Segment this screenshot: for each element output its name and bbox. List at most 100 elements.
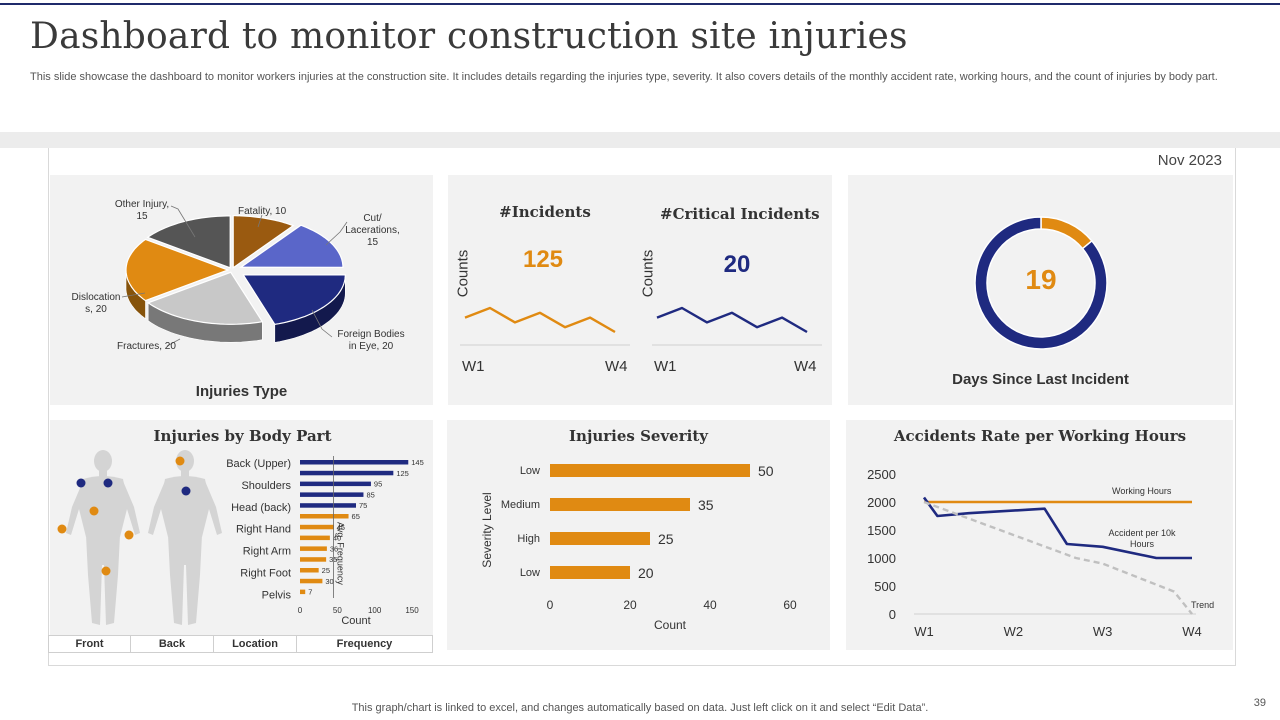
- body-bar-2: [300, 481, 371, 487]
- pie-slice-cut-lacerations: [239, 224, 344, 268]
- pie-label-fractures: Fractures, 20: [117, 341, 176, 352]
- incidents-x-end: W4: [605, 358, 628, 375]
- report-date: Nov 2023: [1157, 152, 1222, 169]
- body-bar-value-4: 75: [359, 501, 367, 510]
- body-bar-value-8: 36: [330, 544, 338, 553]
- severity-xlabel: Count: [654, 618, 687, 632]
- severity-value-1: 35: [698, 497, 714, 513]
- pie-label-cuts: Cut/ Lacerations, 15: [345, 213, 400, 248]
- severity-category-0: Low: [520, 465, 540, 477]
- top-accent-line: [0, 3, 1280, 5]
- body-bar-5: [300, 514, 349, 519]
- injuries-type-title: Injuries Type: [195, 383, 288, 400]
- body-bar-value-1: 125: [396, 469, 409, 478]
- body-marker-7: [181, 486, 191, 496]
- injuries-type-pie[interactable]: [50, 175, 433, 405]
- severity-value-0: 50: [758, 463, 774, 479]
- rate-ytick-4: 500: [874, 579, 896, 594]
- incidents-panel: [448, 175, 832, 405]
- rate-ytick-2: 1500: [867, 523, 896, 538]
- column-front[interactable]: Front: [49, 636, 131, 652]
- body-bar-6: [300, 524, 334, 530]
- severity-xtick-1: 20: [623, 598, 637, 612]
- accident-rate-panel: [846, 420, 1233, 650]
- dashboard-frame: [48, 148, 1236, 666]
- body-part-title: Injuries by Body Part: [153, 427, 332, 445]
- pie-label-dislocations: Dislocation s, 20: [71, 292, 121, 315]
- pie-leader-1: [257, 214, 263, 228]
- pie-slice-fatality: [232, 215, 295, 269]
- body-part-label-0: Back (Upper): [226, 458, 291, 470]
- body-bar-value-2: 95: [374, 480, 382, 489]
- body-figures: [57, 450, 222, 625]
- critical-incidents-sparkline[interactable]: [652, 302, 822, 350]
- pie-slice-dislocations: [125, 238, 230, 302]
- body-bar-value-3: 85: [366, 490, 374, 499]
- days-since-title: Days Since Last Incident: [952, 371, 1129, 388]
- body-marker-4: [124, 530, 134, 540]
- critical-incidents-title: #Critical Incidents: [660, 205, 820, 223]
- body-bar-11: [300, 578, 323, 584]
- pie-leader-3: [121, 292, 146, 298]
- body-bar-3: [300, 492, 364, 497]
- rate-ytick-0: 2500: [867, 467, 896, 482]
- body-marker-3: [57, 524, 67, 534]
- column-back[interactable]: Back: [131, 636, 214, 652]
- pie-label-fatality: Fatality, 10: [238, 206, 287, 217]
- days-since-value: 19: [1025, 264, 1057, 295]
- page-subtitle: This slide showcase the dashboard to mon…: [30, 71, 1218, 83]
- avg-frequency-label: Avg. Frequency: [336, 522, 346, 585]
- body-bar-4: [300, 503, 356, 508]
- sparkline-series: [464, 306, 616, 334]
- rate-xtick-3: W4: [1182, 624, 1202, 639]
- column-frequency[interactable]: Frequency: [336, 638, 393, 650]
- page-title: Dashboard to monitor construction site i…: [30, 16, 908, 57]
- severity-xtick-0: 0: [547, 598, 554, 612]
- body-bar-value-6: 45: [337, 523, 345, 532]
- pie-leader-2: [325, 221, 348, 246]
- critical-x-end: W4: [794, 358, 817, 375]
- severity-value-2: 25: [658, 531, 674, 547]
- body-bar-value-0: 145: [411, 458, 424, 467]
- body-marker-6: [175, 456, 185, 466]
- rate-xtick-0: W1: [914, 624, 934, 639]
- severity-bar-chart[interactable]: Low 50 Medium 35 High 25 Low 20 0 20 40 60 Count Seve…: [447, 450, 830, 645]
- body-bar-value-12: 7: [308, 588, 312, 597]
- body-marker-2: [89, 506, 99, 516]
- header-band: [0, 132, 1280, 148]
- severity-category-3: Low: [520, 567, 540, 579]
- severity-xtick-3: 60: [783, 598, 797, 612]
- incidents-sparkline[interactable]: [460, 302, 630, 350]
- severity-bar-1: [550, 498, 690, 511]
- pie-leader-5: [311, 309, 333, 338]
- accident-rate-line-chart[interactable]: 2500 2000 1500 1000 500 0 W1 W2 W3 W4 Working Hour…: [846, 450, 1233, 648]
- pie-slice-fractures: [146, 271, 264, 325]
- rate-legend-accident: Accident per 10k Hours: [1108, 528, 1176, 549]
- rate-legend-trend: Trend: [1191, 600, 1214, 610]
- body-bar-value-10: 25: [322, 566, 330, 575]
- severity-category-2: High: [517, 533, 540, 545]
- critical-x-start: W1: [654, 358, 677, 375]
- days-since-panel: [848, 175, 1233, 405]
- incidents-ylabel: Counts: [454, 249, 472, 298]
- rate-ytick-1: 2000: [867, 495, 896, 510]
- rate-series-trend: [923, 500, 1193, 615]
- body-bar-10: [300, 568, 319, 573]
- pie-slice-other-injury: [146, 215, 231, 269]
- rate-ytick-3: 1000: [867, 551, 896, 566]
- body-part-label-1: Shoulders: [241, 480, 291, 492]
- body-part-label-2: Head (back): [231, 502, 291, 514]
- body-xtick-0: 0: [298, 606, 303, 615]
- severity-bar-2: [550, 532, 650, 545]
- critical-incidents-value: 20: [723, 251, 751, 278]
- column-location[interactable]: Location: [214, 636, 297, 652]
- body-bar-0: [300, 460, 409, 465]
- footer-note: This graph/chart is linked to excel, and…: [351, 702, 929, 714]
- donut-segment-0: [1040, 216, 1093, 250]
- body-part-table-header: Front Back Location Frequency: [48, 635, 433, 653]
- days-since-donut[interactable]: [970, 212, 1112, 354]
- body-part-label-3: Right Hand: [236, 524, 291, 536]
- sparkline-series: [656, 306, 808, 334]
- body-part-bar-chart[interactable]: 145125958575654540363525307Back (Upper)S…: [225, 452, 430, 630]
- body-bar-value-11: 30: [325, 577, 333, 586]
